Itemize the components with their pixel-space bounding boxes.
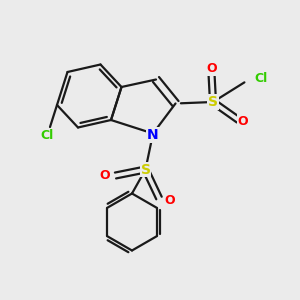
Text: O: O <box>238 115 248 128</box>
Text: Cl: Cl <box>40 129 54 142</box>
Text: Cl: Cl <box>254 71 268 85</box>
Text: S: S <box>140 163 151 176</box>
Text: O: O <box>206 62 217 76</box>
Text: S: S <box>208 95 218 109</box>
Text: N: N <box>147 128 159 142</box>
Text: O: O <box>100 169 110 182</box>
Text: O: O <box>164 194 175 208</box>
